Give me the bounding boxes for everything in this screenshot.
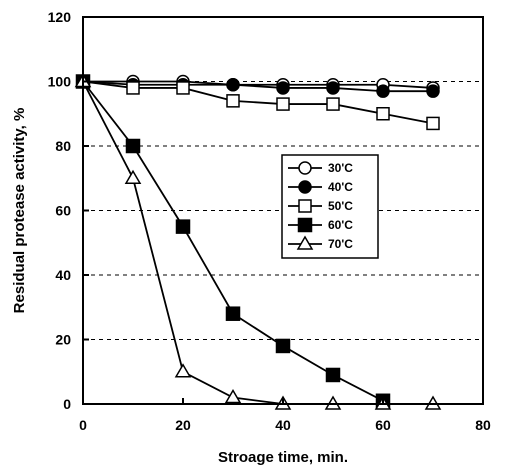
legend: 30'C 40'C 50'C 60'C 70'C [281,154,379,259]
data-point [326,81,340,95]
data-point [426,84,440,98]
legend-item: 50'C [288,199,353,213]
legend-item: 30'C [288,161,353,175]
data-point [326,97,340,111]
data-point [325,367,341,383]
data-point [226,77,240,92]
y-tick-label: 40 [55,267,71,283]
data-point [226,94,240,108]
legend-item: 40'C [288,180,353,194]
legend-label: 40'C [328,180,353,194]
series-line [82,81,433,405]
legend-label: 50'C [328,199,353,213]
series-group [74,73,442,410]
y-tick-label: 60 [55,203,71,219]
y-tick-label: 80 [55,138,71,154]
legend-marker [298,180,312,194]
legend-label: 30'C [328,161,353,175]
series-line [83,80,434,89]
data-point [174,363,192,378]
x-tick-label: 20 [175,417,191,433]
legend-marker [297,217,313,233]
series-5 [74,73,442,410]
y-tick-label: 100 [48,74,72,90]
legend-marker [298,161,312,175]
data-point [124,169,142,184]
legend-label: 60'C [328,218,353,232]
data-point [224,389,242,404]
data-point [426,116,440,131]
legend-marker [298,199,312,213]
x-tick-label: 0 [79,417,87,433]
y-tick-label: 0 [63,396,71,412]
x-tick-label: 60 [375,417,391,433]
data-point [376,84,390,98]
y-axis-title: Residual protease activity, % [11,108,28,314]
data-point [126,81,140,95]
legend-item: 70'C [288,235,353,251]
x-axis-title: Stroage time, min. [218,449,348,465]
legend-item: 60'C [288,217,353,233]
data-point [276,97,290,111]
legend-marker [296,235,314,250]
data-point [176,81,190,95]
y-tick-label: 120 [48,9,72,25]
data-point [125,138,141,154]
data-point [276,81,290,95]
y-tick-label: 20 [55,332,71,348]
data-point [376,107,390,121]
series-3 [76,74,440,131]
x-tick-label: 40 [275,417,291,433]
data-point [225,306,241,321]
legend-label: 70'C [328,237,353,251]
data-point [175,219,191,234]
x-tick-label: 80 [475,417,491,433]
axis-ticks: 0 20 40 60 80 100 120 0 20 40 60 80 [48,9,491,433]
data-point [275,338,291,354]
series-line [82,80,433,93]
series-4 [75,74,391,409]
series-line [82,80,434,125]
